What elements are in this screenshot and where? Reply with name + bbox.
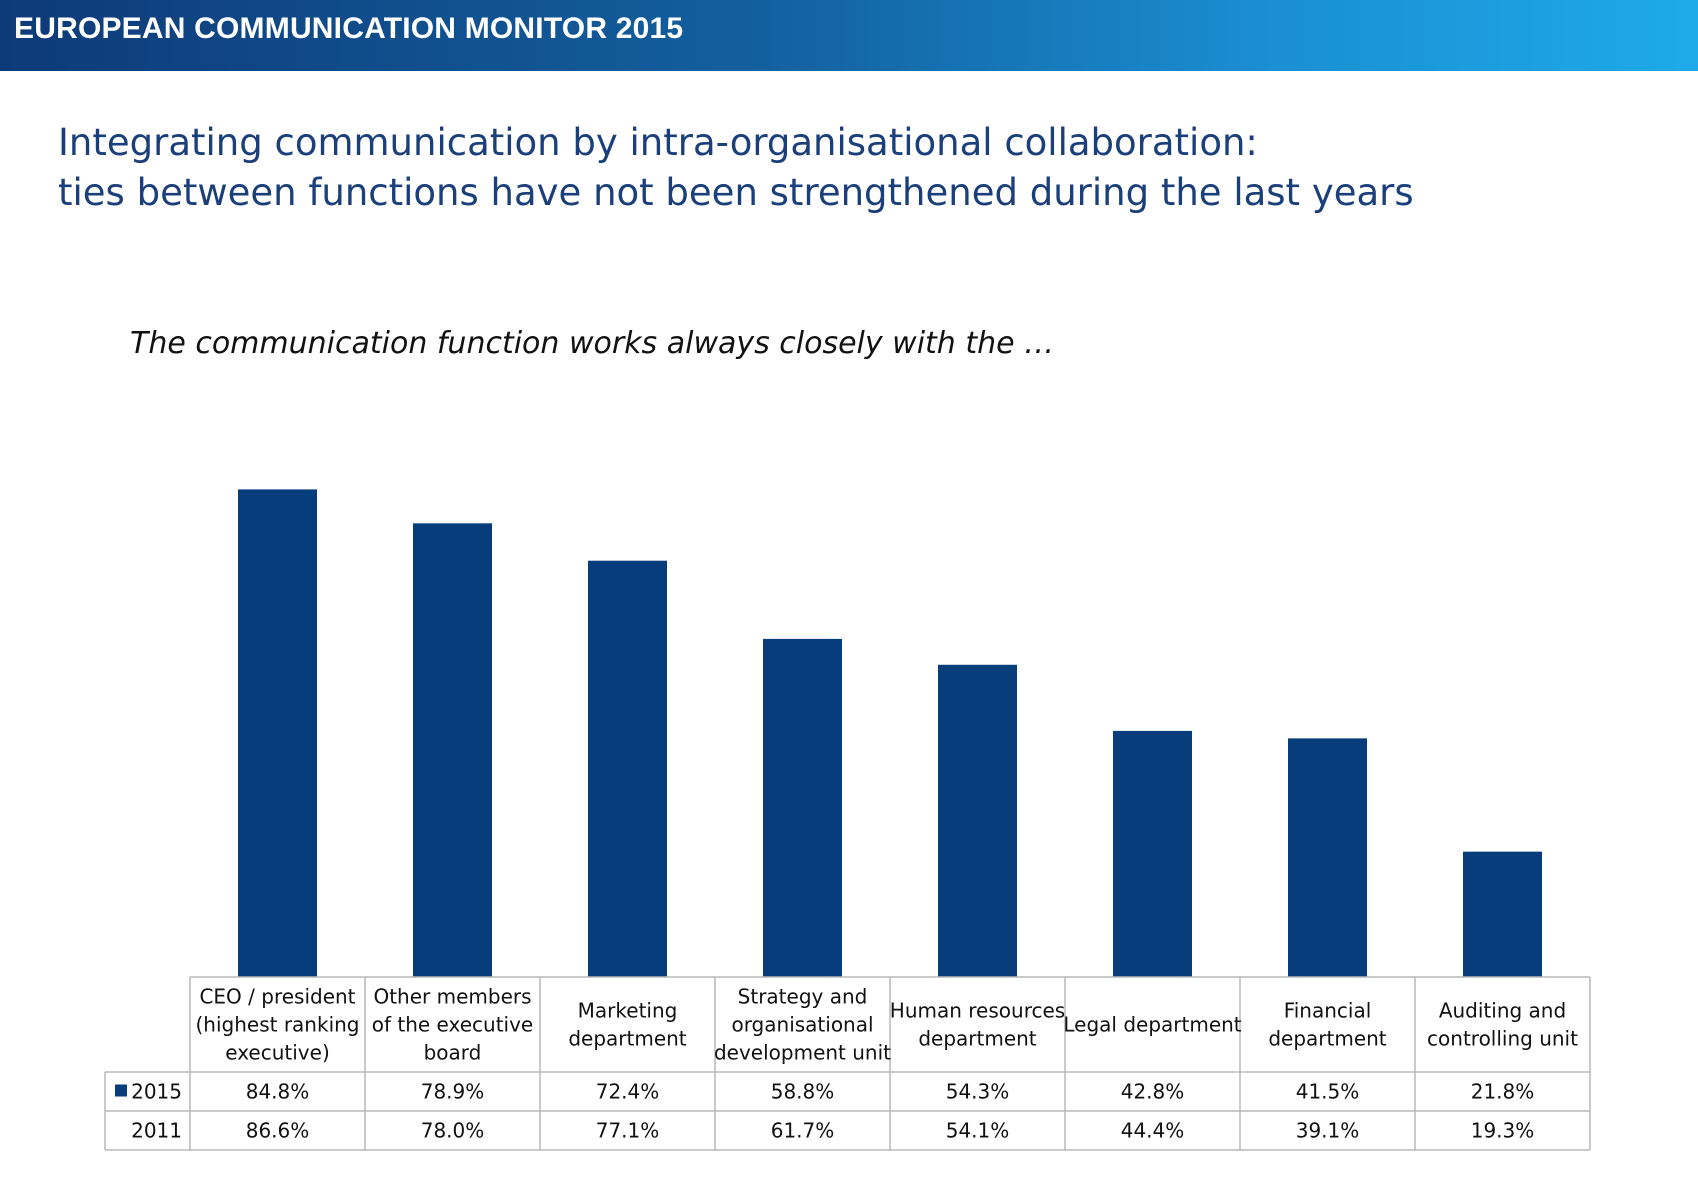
data-label-2011-6: 44.4% (1121, 1119, 1185, 1143)
bar-2015-8 (1463, 851, 1542, 977)
data-label-2015-1: 84.8% (246, 1080, 310, 1104)
data-label-2015-3: 72.4% (596, 1080, 660, 1104)
data-label-2015-8: 21.8% (1471, 1080, 1535, 1104)
data-label-2011-2: 78.0% (421, 1119, 485, 1143)
data-label-2011-8: 19.3% (1471, 1119, 1535, 1143)
series-label-2011: 2011 (131, 1119, 182, 1143)
series-label-2015: 2015 (131, 1080, 182, 1104)
bar-2015-4 (763, 638, 842, 977)
data-label-2015-5: 54.3% (946, 1080, 1010, 1104)
data-label-2011-5: 54.1% (946, 1119, 1010, 1143)
header-title: EUROPEAN COMMUNICATION MONITOR 2015 (14, 12, 684, 45)
category-label-3: Marketing department (568, 999, 686, 1051)
bar-2015-3 (588, 560, 667, 977)
data-label-2011-4: 61.7% (771, 1119, 835, 1143)
bar-2015-1 (238, 489, 317, 977)
data-label-2011-3: 77.1% (596, 1119, 660, 1143)
bar-2015-2 (413, 523, 492, 977)
header-band: EUROPEAN COMMUNICATION MONITOR 2015 (0, 0, 1698, 71)
category-label-7: Financial department (1268, 999, 1386, 1051)
slide-title: Integrating communication by intra-organ… (58, 118, 1658, 218)
category-label-8: Auditing and controlling unit (1427, 999, 1578, 1051)
slide-title-line-2: ties between functions have not been str… (58, 171, 1414, 214)
legend-swatch-2015 (115, 1084, 127, 1097)
category-label-6: Legal department (1063, 1013, 1241, 1037)
data-label-2011-7: 39.1% (1296, 1119, 1360, 1143)
bar-2015-6 (1113, 730, 1192, 977)
category-label-4: Strategy and organisational development un… (714, 985, 891, 1065)
data-label-2011-1: 86.6% (246, 1119, 310, 1143)
bar-2015-7 (1288, 738, 1367, 977)
category-label-5: Human resources department (890, 999, 1065, 1051)
data-label-2015-7: 41.5% (1296, 1080, 1360, 1104)
bar-2015-5 (938, 664, 1017, 977)
category-label-1: CEO / president (highest ranking executive… (196, 985, 360, 1065)
chart-question: The communication function works always … (130, 326, 1055, 361)
data-label-2015-6: 42.8% (1121, 1080, 1185, 1104)
data-label-2015-4: 58.8% (771, 1080, 835, 1104)
category-label-2: Other members of the executive board (372, 985, 534, 1065)
slide-title-line-1: Integrating communication by intra-organ… (58, 121, 1258, 164)
data-label-2015-2: 78.9% (421, 1080, 485, 1104)
